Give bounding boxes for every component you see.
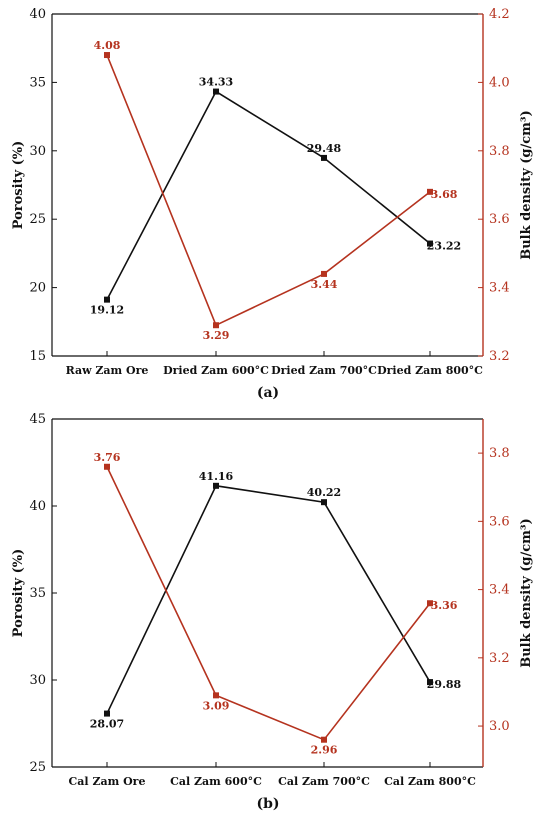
- right-tick-label: 3.8: [489, 446, 510, 461]
- right-tick-label: 3.4: [489, 281, 510, 296]
- left-tick-label: 40: [29, 7, 46, 22]
- panel-label: (b): [256, 796, 279, 812]
- left-tick-label: 45: [29, 412, 46, 427]
- right-tick-label: 4.2: [489, 7, 510, 22]
- data-point-right: [427, 188, 433, 195]
- right-axis-title: Bulk density (g/cm³): [519, 518, 534, 668]
- data-label-left: 23.22: [427, 240, 461, 253]
- x-tick-label: Cal Zam Ore: [69, 775, 146, 788]
- data-point-right: [213, 692, 219, 699]
- chart-a: 15 20 25 30 35 40 3.2 3.4 3.6 3.8 4.0 4.2 Raw Zam Or…: [11, 7, 534, 401]
- x-tick-label: Dried Zam 700°C: [271, 364, 377, 377]
- left-tick-label: 35: [29, 586, 46, 601]
- data-point-left: [213, 482, 219, 489]
- data-point-left: [104, 710, 110, 717]
- panel-label: (a): [257, 385, 279, 401]
- right-tick-label: 4.0: [489, 75, 510, 90]
- data-point-left: [427, 679, 433, 686]
- x-tick-label: Cal Zam 600°C: [170, 775, 262, 788]
- data-label-left: 29.48: [307, 142, 342, 155]
- data-point-right: [427, 600, 433, 607]
- left-axis-title: Porosity (%): [11, 549, 26, 638]
- right-tick-label: 3.2: [489, 651, 510, 666]
- left-tick-label: 15: [29, 349, 46, 364]
- right-axis-title: Bulk density (g/cm³): [519, 110, 534, 260]
- data-point-left: [213, 88, 219, 95]
- data-point-left: [104, 296, 110, 303]
- data-label-right: 3.76: [94, 451, 121, 464]
- right-tick-label: 3.8: [489, 144, 510, 159]
- data-point-left: [321, 154, 327, 161]
- data-point-right: [104, 52, 110, 59]
- x-tick-label: Dried Zam 800°C: [377, 364, 483, 377]
- data-point-right: [321, 736, 327, 743]
- series-line-left: [106, 484, 431, 714]
- data-label-left: 19.12: [90, 304, 124, 317]
- x-tick-label: Dried Zam 600°C: [163, 364, 269, 377]
- data-point-left: [427, 240, 433, 247]
- data-label-left: 28.07: [90, 718, 124, 731]
- series-line-right: [106, 466, 431, 741]
- data-label-right: 4.08: [94, 39, 121, 52]
- data-label-left: 40.22: [307, 486, 341, 499]
- left-tick-label: 35: [29, 75, 46, 90]
- x-tick-label: Cal Zam 700°C: [278, 775, 370, 788]
- left-tick-label: 25: [29, 212, 46, 227]
- data-label-right: 3.68: [431, 188, 458, 201]
- data-label-right: 3.29: [203, 329, 230, 342]
- right-tick-label: 3.6: [489, 212, 510, 227]
- data-label-left: 29.88: [427, 678, 462, 691]
- series-line-right: [106, 54, 431, 327]
- left-axis-title: Porosity (%): [11, 141, 26, 230]
- data-point-left: [321, 499, 327, 506]
- data-point-right: [104, 463, 110, 470]
- right-tick-label: 3.0: [489, 719, 510, 734]
- series-line-left: [106, 90, 431, 301]
- data-label-right: 3.09: [203, 699, 230, 712]
- data-point-right: [321, 270, 327, 277]
- left-tick-label: 30: [29, 144, 46, 159]
- data-label-right: 2.96: [311, 744, 338, 757]
- left-tick-label: 20: [29, 281, 46, 296]
- left-tick-label: 30: [29, 673, 46, 688]
- chart-b: 25 30 35 40 45 3.0 3.2 3.4 3.6 3.8 Cal Zam Ore Cal …: [11, 412, 534, 812]
- right-tick-label: 3.6: [489, 514, 510, 529]
- x-tick-label: Cal Zam 800°C: [384, 775, 476, 788]
- data-label-right: 3.44: [311, 278, 338, 291]
- data-point-right: [213, 322, 219, 329]
- data-label-right: 3.36: [431, 599, 458, 612]
- left-tick-label: 25: [29, 760, 46, 775]
- left-tick-label: 40: [29, 499, 46, 514]
- right-tick-label: 3.4: [489, 583, 510, 598]
- data-label-left: 41.16: [199, 470, 234, 483]
- x-tick-label: Raw Zam Ore: [66, 364, 149, 377]
- data-label-left: 34.33: [199, 76, 233, 89]
- right-tick-label: 3.2: [489, 349, 510, 364]
